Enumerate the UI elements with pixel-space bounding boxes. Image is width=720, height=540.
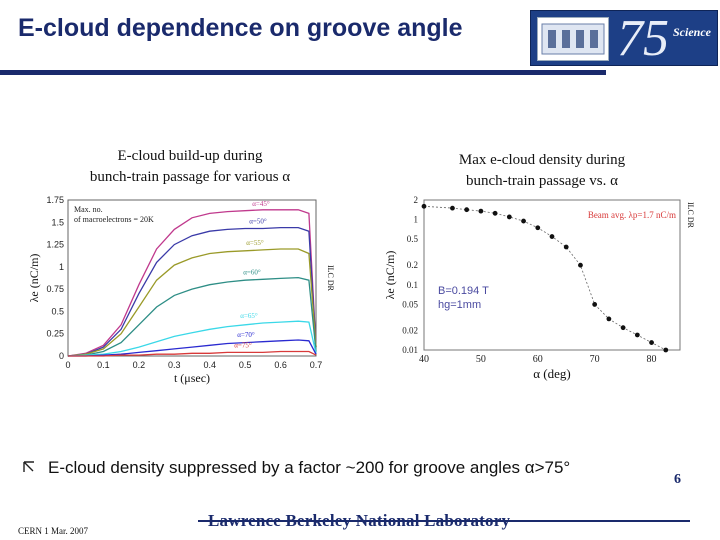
left-caption-line2: bunch-train passage for various α [89, 169, 291, 185]
right-data-point [620, 325, 626, 331]
bullet-icon [22, 460, 36, 479]
right-y-tick-label: 0.01 [402, 345, 418, 355]
left-x-tick-label: 0.4 [203, 360, 216, 370]
right-y-axis-label: λe (nC/m) [383, 251, 397, 300]
page-number: 6 [674, 472, 681, 487]
right-side-label: ILC DR [686, 202, 694, 229]
right-data-point [521, 218, 526, 224]
left-annotation-line1: Max. no. [74, 205, 103, 214]
left-y-tick-label: 0.5 [51, 306, 64, 316]
left-series-line [67, 209, 317, 357]
right-data-point [606, 316, 612, 322]
left-chart-caption: E-cloud build-up during bunch-train pass… [50, 146, 330, 188]
right-data-point [421, 203, 427, 209]
right-data-point [578, 262, 583, 268]
left-chart: 0 0.1 0.2 0.3 0.4 0.5 0.6 0.7 0 0.25 0.5 0.75 1 1.25 1… [28, 195, 334, 385]
right-data-point [549, 234, 555, 239]
left-series-line [67, 226, 317, 357]
left-series-label: α=75° [234, 342, 252, 350]
right-chart: 40 50 60 70 80 2 1 0.5 0.2 0.1 0.05 0.02 0.01 α (deg)… [383, 195, 694, 381]
left-y-tick-label: 0.75 [46, 284, 64, 294]
right-data-point [649, 340, 654, 345]
right-x-tick-label: 60 [533, 354, 543, 365]
right-y-tick-label: 0.05 [402, 299, 418, 309]
page-title: E-cloud dependence on groove angle [18, 14, 463, 42]
left-y-tick-label: 1.5 [51, 217, 64, 227]
right-caption-line2: bunch-train passage vs. α [466, 173, 618, 189]
right-data-point [563, 244, 569, 250]
left-x-tick-label: 0.5 [239, 360, 252, 370]
left-annotation-line2: of macroelectrons = 20K [74, 215, 154, 224]
left-y-tick-label: 0 [59, 351, 64, 361]
left-series-label: α=45° [252, 200, 270, 208]
left-series-line [67, 276, 317, 357]
left-y-tick-label: 1.75 [46, 195, 64, 205]
footer-date: CERN 1 Mar. 2007 [18, 526, 89, 536]
logo-number: 75 [617, 10, 669, 67]
left-series-line [67, 248, 317, 357]
right-y-tick-label: 0.02 [402, 325, 418, 335]
right-beam-label: Beam avg. λp=1.7 nC/m [588, 210, 676, 220]
right-data-point [492, 210, 498, 216]
right-x-tick-label: 40 [419, 354, 429, 365]
left-series-label: α=50° [249, 218, 267, 226]
right-data-point [663, 347, 669, 353]
left-plot-frame [67, 199, 317, 357]
right-y-tick-label: 2 [414, 195, 419, 205]
right-plot-frame [423, 199, 681, 351]
left-y-tick-label: 1.25 [46, 240, 64, 250]
footer-divider-right [500, 520, 690, 522]
left-side-label: ILC DR [326, 265, 334, 292]
left-caption-line1: E-cloud build-up during [117, 148, 263, 164]
left-y-axis-label: λe (nC/m) [28, 254, 41, 303]
left-series-label: α=65° [240, 312, 258, 320]
right-y-tick-label: 1 [414, 215, 419, 225]
left-series-label: α=55° [246, 239, 264, 247]
left-x-tick-label: 0.1 [97, 360, 110, 370]
left-series-label: α=60° [243, 268, 261, 276]
right-data-point [535, 225, 541, 231]
right-data-point [478, 208, 484, 214]
right-depth-label: hg=1mm [438, 299, 481, 311]
right-x-tick-label: 50 [476, 354, 486, 365]
left-x-tick-label: 0.2 [133, 360, 146, 370]
right-data-point [506, 214, 512, 220]
left-series-line [68, 339, 317, 357]
right-data-point [450, 205, 455, 211]
right-x-axis-label: α (deg) [533, 366, 571, 381]
left-series-line [67, 320, 317, 357]
right-x-tick-label: 80 [647, 354, 657, 365]
bullet-text: E-cloud density suppressed by a factor ~… [48, 458, 571, 477]
right-chart-caption: Max e-cloud density during bunch-train p… [402, 150, 682, 192]
right-data-point [634, 332, 640, 338]
right-field-label: B=0.194 T [438, 285, 489, 297]
footer-divider-left [198, 520, 508, 522]
right-data-point [592, 302, 598, 307]
right-x-tick-label: 70 [590, 354, 600, 365]
left-x-tick-label: 0.3 [168, 360, 181, 370]
footer-lab-name: Lawrence Berkeley National Laboratory [208, 511, 511, 530]
left-x-tick-label: 0.7 [310, 360, 323, 370]
title-underline [0, 70, 606, 75]
lab-building-image [537, 17, 609, 61]
left-x-tick-label: 0 [65, 360, 70, 370]
left-x-axis-label: t (μsec) [174, 371, 210, 385]
building-icon [541, 23, 605, 55]
right-y-tick-label: 0.1 [407, 280, 418, 290]
lab-logo: 75 Science [530, 10, 718, 67]
left-y-tick-label: 1 [59, 262, 64, 272]
left-series-label: α=70° [237, 331, 255, 339]
right-y-tick-label: 0.5 [407, 234, 419, 244]
right-caption-line1: Max e-cloud density during [458, 152, 626, 168]
right-y-tick-label: 0.2 [407, 260, 418, 270]
right-data-point [464, 207, 470, 213]
arrow-bullet-icon [23, 461, 34, 472]
left-y-tick-label: 0.25 [46, 329, 64, 339]
left-x-tick-label: 0.6 [274, 360, 287, 370]
logo-word: Science [673, 25, 711, 39]
left-series-line [68, 350, 317, 357]
